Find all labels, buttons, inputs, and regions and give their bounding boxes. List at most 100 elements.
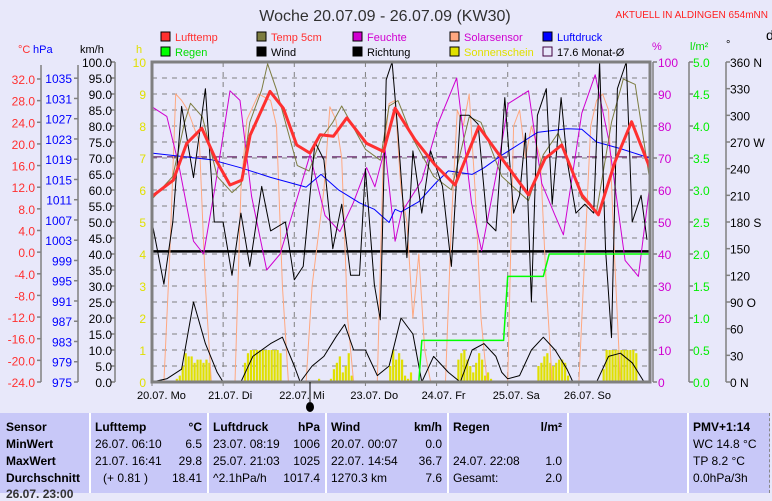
temp-trend: (+ 0.81 ) bbox=[103, 471, 149, 485]
time-cursor-handle[interactable] bbox=[306, 402, 314, 412]
unit-extra: d bbox=[766, 27, 772, 43]
sunshine-bar bbox=[481, 359, 484, 382]
sunshine-bar bbox=[629, 350, 632, 382]
series-feuchte bbox=[151, 74, 651, 277]
sunshine-bar bbox=[475, 362, 478, 382]
plot-frame bbox=[150, 60, 652, 384]
day-label: 20.07. Mo bbox=[137, 390, 186, 402]
legend: Lufttemp Temp 5cm Feuchte Solarsensor Luftdr… bbox=[160, 31, 625, 59]
sunshine-bar bbox=[267, 350, 270, 382]
sun-tick-label: 0 bbox=[139, 376, 146, 390]
sunshine-bar bbox=[175, 378, 178, 382]
legend-label: Wind bbox=[271, 47, 296, 59]
wind-tick-label: 5.0 bbox=[95, 360, 112, 374]
humidity-tick-label: 30 bbox=[658, 280, 672, 294]
rain-tick-label: 0.0 bbox=[693, 376, 710, 390]
table-edge bbox=[769, 413, 770, 493]
pressure-max-value: 1025 bbox=[293, 454, 320, 468]
sunshine-bar bbox=[398, 353, 401, 382]
sunshine-bar bbox=[478, 353, 481, 382]
rain-tick-label: 1.0 bbox=[693, 312, 710, 326]
row-label-avg: Durchschnitt bbox=[6, 471, 81, 485]
unit-sun: h bbox=[136, 44, 142, 56]
sunshine-bar bbox=[537, 366, 540, 382]
rain-max-value: 1.0 bbox=[545, 454, 562, 468]
day-label: 22.07. Mi bbox=[279, 390, 324, 402]
day-label: 26.07. So bbox=[564, 390, 611, 402]
direction-tick-label: 180 S bbox=[730, 216, 761, 230]
sunshine-bar bbox=[620, 350, 623, 382]
pressure-tick-label: 1031 bbox=[45, 92, 72, 106]
legend-label: Feuchte bbox=[367, 32, 407, 44]
pressure-tick-label: 987 bbox=[52, 315, 72, 329]
sunshine-bar bbox=[617, 350, 620, 382]
wind-tick-label: 35.0 bbox=[89, 264, 113, 278]
sunshine-bar bbox=[472, 372, 475, 382]
col-pmv: PMV+1:14 WC 14.8 °C TP 8.2 °C 0.0hPa/3h bbox=[687, 413, 770, 493]
pressure-tick-label: 1003 bbox=[45, 234, 72, 248]
sunshine-bar bbox=[270, 350, 273, 382]
humidity-tick-label: 100 bbox=[658, 56, 678, 70]
legend-label: Luftdruck bbox=[557, 32, 603, 44]
sunshine-bar bbox=[626, 350, 629, 382]
temp-avg-value: 18.41 bbox=[171, 471, 202, 485]
wind-max-value: 36.7 bbox=[418, 454, 442, 468]
legend-label: Temp 5cm bbox=[271, 32, 322, 44]
temp-tick-label: 8.0 bbox=[18, 203, 35, 217]
stats-table: Sensor MinWert MaxWert Durchschnitt 26.0… bbox=[0, 413, 770, 501]
sunshine-bar bbox=[255, 350, 258, 382]
series-richtung bbox=[151, 61, 648, 339]
wind-min-time: 20.07. 00:07 bbox=[331, 437, 398, 451]
header-rain-unit: l/m² bbox=[540, 420, 562, 434]
sun-tick-label: 9 bbox=[139, 88, 146, 102]
sunshine-bar bbox=[202, 362, 205, 382]
wind-tick-label: 60.0 bbox=[89, 184, 113, 198]
pressure-tick-label: 991 bbox=[52, 295, 72, 309]
sun-tick-label: 10 bbox=[133, 56, 147, 70]
sunshine-bar bbox=[329, 378, 333, 382]
weather-chart: Woche 20.07.09 - 26.07.09 (KW30) AKTUELL… bbox=[8, 8, 772, 412]
sunshine-bar bbox=[460, 353, 463, 382]
series-regen bbox=[152, 253, 650, 383]
rain-tick-label: 3.0 bbox=[693, 184, 710, 198]
sun-tick-label: 1 bbox=[139, 344, 146, 358]
temp-min-value: 6.5 bbox=[185, 437, 202, 451]
axes: 20.07. Mo 21.07. Di 22.07. Mi 23.07. Do 24.0… bbox=[8, 56, 766, 402]
header-temp: Lufttemp bbox=[95, 420, 147, 434]
sunshine-bar bbox=[273, 350, 276, 382]
wind-tick-label: 80.0 bbox=[89, 120, 113, 134]
header-temp-unit: °C bbox=[188, 420, 202, 434]
humidity-tick-label: 70 bbox=[658, 152, 672, 166]
direction-tick-label: 60 bbox=[730, 323, 744, 337]
wind-tick-label: 40.0 bbox=[89, 248, 113, 262]
legend-label: 17.6 Monat-Ø bbox=[557, 47, 625, 59]
sunshine-bars bbox=[175, 350, 638, 382]
wind-tick-label: 85.0 bbox=[89, 104, 113, 118]
legend-swatch-2 bbox=[352, 31, 363, 42]
wind-tick-label: 0.0 bbox=[95, 376, 112, 390]
pressure-tick-label: 1023 bbox=[45, 133, 72, 147]
header-pressure-unit: hPa bbox=[297, 420, 320, 434]
pressure-trend: ^2.1hPa/h bbox=[213, 471, 267, 485]
wind-tick-label: 75.0 bbox=[89, 136, 113, 150]
wind-tick-label: 20.0 bbox=[89, 312, 113, 326]
legend-swatch-8 bbox=[449, 46, 460, 57]
sunshine-bar bbox=[489, 378, 493, 382]
sun-tick-label: 7 bbox=[139, 152, 146, 166]
legend-label: Lufttemp bbox=[175, 32, 218, 44]
sunshine-bar bbox=[350, 375, 353, 382]
wind-tick-label: 30.0 bbox=[89, 280, 113, 294]
series-temp-5cm bbox=[151, 63, 651, 213]
direction-tick-label: 150 bbox=[730, 243, 750, 257]
row-label-min: MinWert bbox=[6, 437, 54, 451]
sunshine-bar bbox=[466, 359, 469, 382]
sunshine-bar bbox=[190, 356, 193, 382]
wind-tick-label: 70.0 bbox=[89, 152, 113, 166]
legend-swatch-0 bbox=[160, 31, 171, 42]
sun-tick-label: 5 bbox=[139, 216, 146, 230]
pressure-min-time: 23.07. 08:19 bbox=[213, 437, 280, 451]
wind-avg-value: 7.6 bbox=[425, 471, 442, 485]
direction-tick-label: 120 bbox=[730, 269, 750, 283]
col-regen: Regen l/m² 24.07. 22:08 1.0 Gesamt: 2.0 bbox=[447, 413, 567, 493]
wind-tick-label: 25.0 bbox=[89, 296, 113, 310]
